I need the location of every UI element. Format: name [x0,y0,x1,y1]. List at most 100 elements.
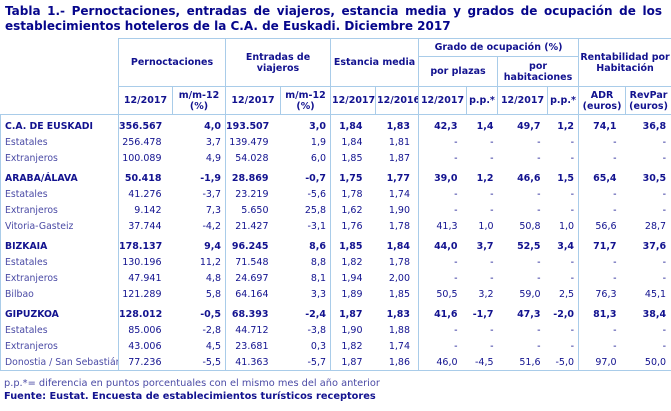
cell: 8,1 [280,270,332,287]
cell: 9,4 [172,234,226,255]
cell: 8,8 [280,254,332,271]
cell: 128.012 [119,308,163,320]
cell: 1,87 [375,150,420,167]
cell: 37,6 [625,234,671,255]
cell: 1,94 [341,273,363,284]
cell: - [490,273,494,284]
cell: 1,4 [466,114,498,135]
cell: 25,8 [280,202,332,219]
cell: 1,0 [547,218,580,235]
cell: -2,8 [172,322,226,339]
cell: 52,5 [517,240,541,252]
table-row: ARABA/ÁLAVA 50.418 -1,9 28.869 -0,7 1,75 1,77 3… [0,166,671,187]
col-header-entr-periodo: 12/2017 [225,86,281,115]
footnote-source: Fuente: Eustat. Encuesta de establecimie… [4,391,376,402]
row-label: Estatales [0,186,119,203]
cell: - [547,186,580,203]
cell: 1,90 [341,325,363,336]
cell: 1,82 [341,257,363,268]
cell: 1,85 [375,286,420,303]
cell: 1,87 [330,354,376,371]
cell: 1,0 [478,221,494,232]
cell: -3,7 [172,186,226,203]
cell: - [625,254,671,271]
cell: 1,88 [375,322,420,339]
cell: 5.650 [241,205,269,216]
cell: 64.164 [235,289,269,300]
cell: 24.697 [235,273,269,284]
subgroup-header-por-habitaciones: por habitaciones [497,56,580,87]
cell: 1,76 [341,221,363,232]
cell: 139.479 [229,137,269,148]
cell: -0,5 [172,302,226,323]
col-header-entr-variacion: m/m-12 (%) [279,86,332,115]
cell: 46,6 [517,172,541,184]
cell: - [537,137,541,148]
cell: 1,9 [280,134,332,151]
cell: 96.245 [231,240,269,252]
cell: 4,8 [172,270,226,287]
cell: 130.196 [122,257,162,268]
cell: - [454,205,458,216]
cell: - [490,325,494,336]
cell: 3,2 [478,289,494,300]
table-row: Vitoria-Gasteiz 37.744 -4,2 21.427 -3,1 1,76 1… [0,218,671,235]
cell: -4,5 [466,354,498,371]
cell: - [547,338,580,355]
cell: -5,0 [547,354,580,371]
group-header-rentabilidad: Rentabilidad por Habitación [578,38,671,87]
cell: -3,1 [280,218,332,235]
table-row: Estatales 85.006 -2,8 44.712 -3,8 1,90 1,88- - -… [0,322,671,339]
cell: - [613,153,617,164]
row-label: Estatales [0,134,119,151]
cell: 8,6 [280,234,332,255]
cell: 121.289 [122,289,162,300]
cell: -1,9 [172,166,226,187]
cell: 50.418 [124,172,162,184]
cell: 356.567 [118,114,173,135]
cell: 36,8 [625,114,671,135]
cell: 85.006 [128,325,162,336]
cell: - [537,273,541,284]
table-row: Estatales 256.478 3,7 139.479 1,9 1,84 1,81- - -… [0,134,671,151]
row-label: ARABA/ÁLAVA [0,166,119,187]
cell: 1,84 [341,137,363,148]
cell: - [613,137,617,148]
cell: 50,8 [519,221,541,232]
group-header-pernoctaciones: Pernoctaciones [118,38,226,87]
table-row: Extranjeros 47.941 4,8 24.697 8,1 1,94 2,00- - -… [0,270,671,287]
row-label: Bilbao [0,286,119,303]
cell: - [490,341,494,352]
cell: 77.236 [118,354,173,371]
cell: 1,90 [375,202,420,219]
cell: -4,2 [172,218,226,235]
cell: - [547,270,580,287]
cell: 3,0 [280,114,332,135]
cell: 4,9 [172,150,226,167]
cell: - [613,189,617,200]
col-header-est-2016: 12/2016 [375,86,420,115]
cell: 42,3 [418,114,467,135]
cell: - [547,202,580,219]
cell: 9.142 [134,205,162,216]
row-label: BIZKAIA [0,234,119,255]
cell: 47.941 [128,273,162,284]
cell: 21.427 [235,221,269,232]
col-header-hab-periodo: 12/2017 [497,86,549,115]
cell: - [490,137,494,148]
cell: 50,0 [625,354,671,371]
cell: - [454,189,458,200]
cell: 3,3 [280,286,332,303]
cell: 1,84 [330,114,376,135]
cell: - [537,341,541,352]
table-row: Estatales 41.276 -3,7 23.219 -5,6 1,78 1,74- - -… [0,186,671,203]
cell: 193.507 [225,114,281,135]
cell: 37.744 [128,221,162,232]
cell: 39,0 [434,172,458,184]
footnote-pp-definition: p.p.*= diferencia en puntos porcentuales… [4,378,380,389]
cell: - [613,341,617,352]
corner-cell [0,38,119,115]
row-label: Estatales [0,254,119,271]
table-row: Donostia / San Sebastián 77.236 -5,5 41.363… [0,354,671,371]
